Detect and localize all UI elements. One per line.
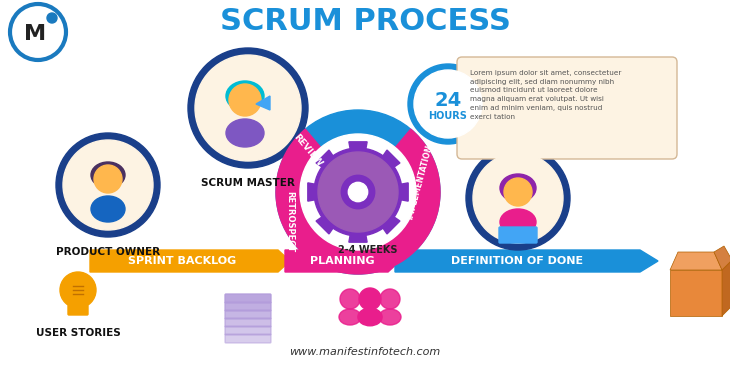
Circle shape (195, 55, 301, 161)
Ellipse shape (339, 309, 361, 325)
Circle shape (359, 288, 381, 310)
FancyBboxPatch shape (225, 302, 271, 311)
Wedge shape (276, 129, 440, 274)
Circle shape (229, 84, 261, 116)
Ellipse shape (91, 196, 125, 222)
Text: SCRUM MASTER: SCRUM MASTER (201, 178, 295, 188)
Text: SCRUM PROCESS: SCRUM PROCESS (220, 8, 510, 36)
FancyBboxPatch shape (225, 318, 271, 327)
Text: HOURS: HOURS (429, 111, 467, 121)
Polygon shape (349, 142, 367, 150)
Ellipse shape (226, 81, 264, 111)
Text: RETROSPECT: RETROSPECT (285, 191, 294, 253)
Ellipse shape (500, 209, 536, 235)
Circle shape (276, 110, 440, 274)
Circle shape (60, 272, 96, 308)
Polygon shape (714, 246, 730, 270)
Circle shape (414, 70, 482, 138)
Circle shape (300, 134, 416, 250)
Circle shape (314, 148, 402, 236)
Polygon shape (400, 183, 408, 201)
Circle shape (188, 48, 308, 168)
Circle shape (94, 165, 122, 193)
Ellipse shape (500, 174, 536, 202)
Text: DEFINITION OF DONE: DEFINITION OF DONE (451, 256, 583, 266)
FancyBboxPatch shape (68, 305, 88, 315)
Ellipse shape (358, 308, 382, 326)
Text: IMPLEMENTATION: IMPLEMENTATION (406, 143, 434, 220)
Text: www.manifestinfotech.com: www.manifestinfotech.com (289, 347, 441, 357)
Text: SPRINT BACKLOG: SPRINT BACKLOG (128, 256, 236, 266)
FancyBboxPatch shape (499, 227, 537, 243)
Ellipse shape (379, 309, 401, 325)
Text: 2-4 WEEKS: 2-4 WEEKS (338, 245, 398, 255)
Polygon shape (316, 216, 334, 234)
Polygon shape (256, 96, 270, 110)
Circle shape (342, 175, 374, 209)
Polygon shape (90, 250, 290, 272)
Polygon shape (383, 150, 400, 168)
FancyBboxPatch shape (225, 334, 271, 343)
Text: Lorem ipsum dolor sit amet, consectetuer
adipiscing elit, sed diam nonummy nibh
: Lorem ipsum dolor sit amet, consectetuer… (470, 70, 621, 120)
FancyBboxPatch shape (457, 57, 677, 159)
Circle shape (340, 289, 360, 309)
Circle shape (473, 153, 563, 243)
FancyBboxPatch shape (225, 294, 271, 303)
Polygon shape (670, 252, 722, 270)
Polygon shape (349, 234, 367, 242)
Text: REVIEW: REVIEW (292, 132, 324, 168)
Text: PRODUCT OWNER: PRODUCT OWNER (56, 247, 160, 257)
Circle shape (380, 289, 400, 309)
Polygon shape (308, 183, 315, 201)
Polygon shape (722, 260, 730, 316)
FancyBboxPatch shape (225, 326, 271, 335)
Polygon shape (383, 216, 400, 234)
Circle shape (466, 146, 570, 250)
Ellipse shape (91, 162, 125, 188)
Polygon shape (285, 250, 400, 272)
Circle shape (63, 140, 153, 230)
FancyBboxPatch shape (225, 310, 271, 319)
Ellipse shape (226, 119, 264, 147)
Text: M: M (24, 24, 46, 44)
Text: USER STORIES: USER STORIES (36, 328, 120, 338)
Polygon shape (395, 250, 658, 272)
Text: PLANNING: PLANNING (310, 256, 374, 266)
Polygon shape (316, 150, 334, 168)
Circle shape (348, 182, 368, 202)
Polygon shape (670, 270, 722, 316)
Text: 24: 24 (434, 91, 461, 110)
Circle shape (318, 152, 398, 232)
Circle shape (408, 64, 488, 144)
Circle shape (56, 133, 160, 237)
Circle shape (47, 13, 57, 23)
Circle shape (504, 178, 532, 206)
